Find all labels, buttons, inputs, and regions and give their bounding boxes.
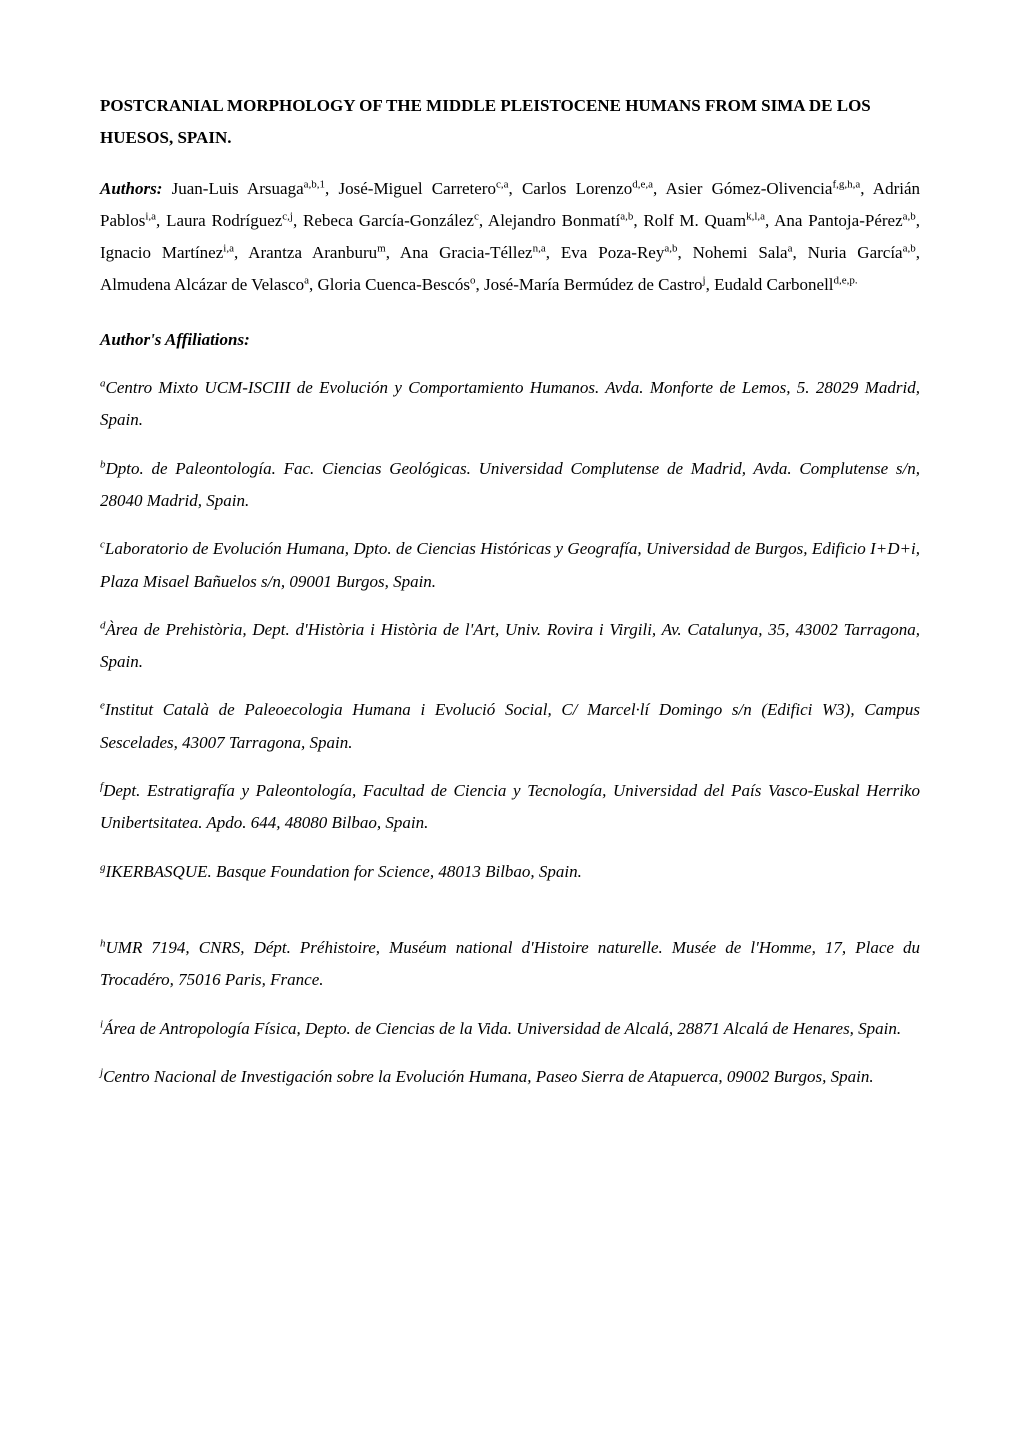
- paper-title: POSTCRANIAL MORPHOLOGY OF THE MIDDLE PLE…: [100, 90, 920, 155]
- affiliation-item: fDept. Estratigrafía y Paleontología, Fa…: [100, 775, 920, 840]
- affiliation-item: aCentro Mixto UCM-ISCIII de Evolución y …: [100, 372, 920, 437]
- affiliation-item: eInstitut Català de Paleoecologia Humana…: [100, 694, 920, 759]
- affiliation-item: jCentro Nacional de Investigación sobre …: [100, 1061, 920, 1093]
- section-gap: [100, 904, 920, 932]
- affiliations-container-2: hUMR 7194, CNRS, Dépt. Préhistoire, Musé…: [100, 932, 920, 1093]
- affiliations-container: aCentro Mixto UCM-ISCIII de Evolución y …: [100, 372, 920, 888]
- authors-label: Authors:: [100, 179, 162, 198]
- affiliation-item: iÁrea de Antropología Física, Depto. de …: [100, 1013, 920, 1045]
- affiliation-item: gIKERBASQUE. Basque Foundation for Scien…: [100, 856, 920, 888]
- affiliation-item: hUMR 7194, CNRS, Dépt. Préhistoire, Musé…: [100, 932, 920, 997]
- authors-block: Authors: Juan-Luis Arsuagaa,b,1, José-Mi…: [100, 173, 920, 302]
- affiliations-heading: Author's Affiliations:: [100, 324, 920, 356]
- affiliation-item: cLaboratorio de Evolución Humana, Dpto. …: [100, 533, 920, 598]
- affiliation-item: dÀrea de Prehistòria, Dept. d'Història i…: [100, 614, 920, 679]
- authors-list: Juan-Luis Arsuagaa,b,1, José-Miguel Carr…: [100, 179, 920, 295]
- affiliation-item: bDpto. de Paleontología. Fac. Ciencias G…: [100, 453, 920, 518]
